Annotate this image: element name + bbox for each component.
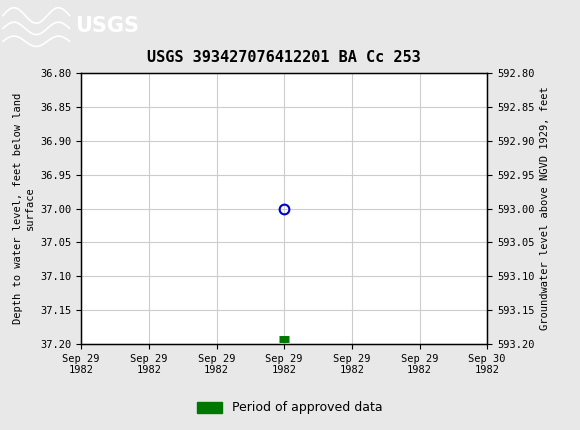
Legend: Period of approved data: Period of approved data: [192, 396, 388, 419]
Text: USGS: USGS: [75, 16, 139, 36]
Y-axis label: Depth to water level, feet below land
surface: Depth to water level, feet below land su…: [13, 93, 35, 324]
Y-axis label: Groundwater level above NGVD 1929, feet: Groundwater level above NGVD 1929, feet: [540, 87, 550, 330]
Title: USGS 393427076412201 BA Cc 253: USGS 393427076412201 BA Cc 253: [147, 50, 421, 65]
